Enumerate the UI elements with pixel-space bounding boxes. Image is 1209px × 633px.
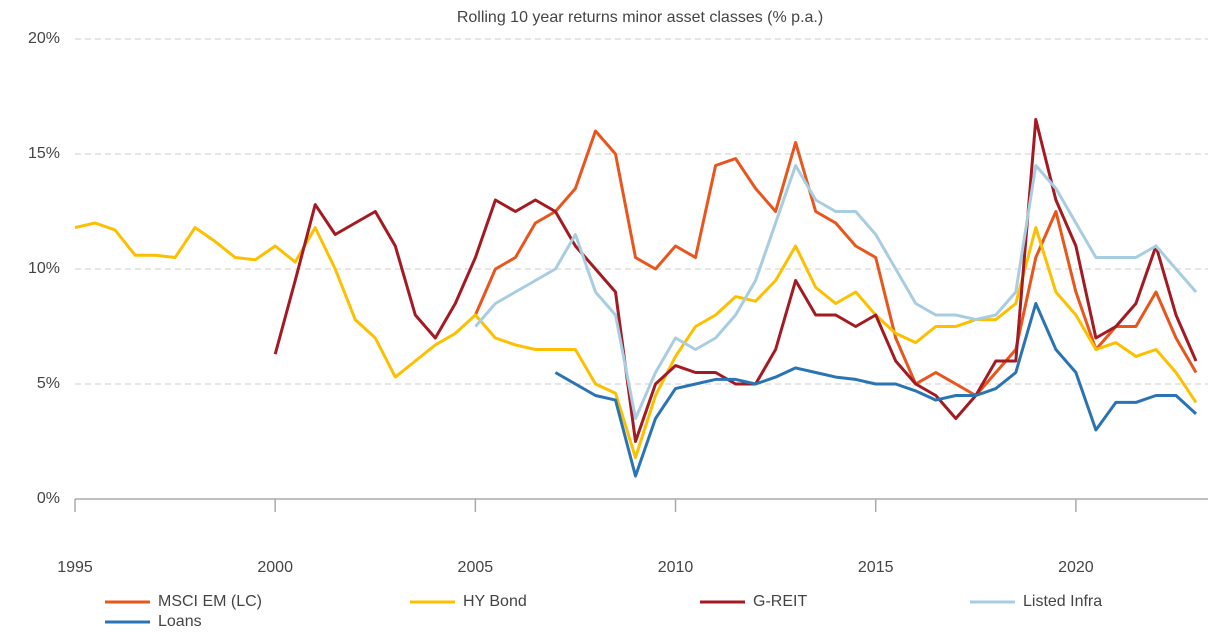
x-tick-label: 2005 [458, 559, 494, 576]
x-tick-label: 2015 [858, 559, 894, 576]
y-tick-label: 20% [28, 30, 60, 47]
legend-label: Listed Infra [1023, 593, 1102, 610]
legend-label: MSCI EM (LC) [158, 593, 262, 610]
series-line [554, 302, 1198, 478]
x-tick-label: 2000 [257, 559, 293, 576]
legend-label: Loans [158, 613, 202, 630]
x-tick-label: 1995 [57, 559, 93, 576]
series-line [474, 164, 1198, 420]
series-line [74, 221, 1198, 460]
x-tick-label: 2010 [658, 559, 694, 576]
series-line [273, 118, 1198, 443]
y-tick-label: 0% [37, 490, 60, 507]
legend-label: G-REIT [753, 593, 807, 610]
series-line [474, 129, 1198, 397]
y-tick-label: 10% [28, 260, 60, 277]
chart-title: Rolling 10 year returns minor asset clas… [457, 9, 823, 26]
legend-label: HY Bond [463, 593, 527, 610]
y-tick-label: 5% [37, 375, 60, 392]
x-tick-label: 2020 [1058, 559, 1094, 576]
y-tick-label: 15% [28, 145, 60, 162]
